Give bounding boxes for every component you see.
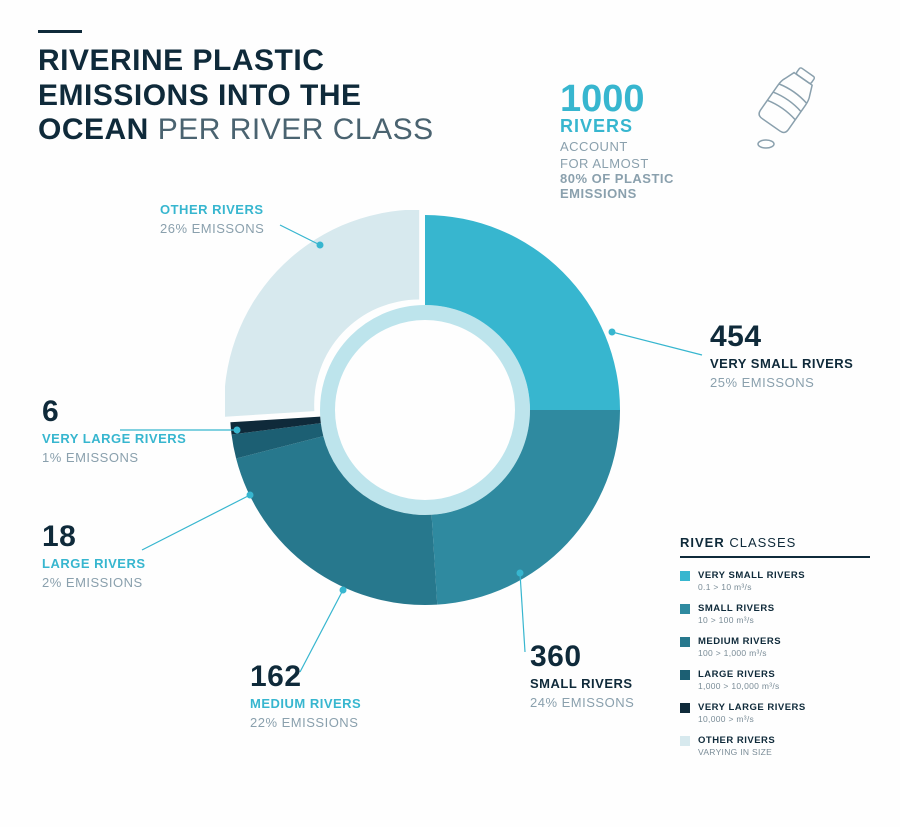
label-very_small: 454 VERY SMALL RIVERS 25% EMISSONS	[710, 320, 853, 390]
legend-title: RIVER CLASSES	[680, 535, 870, 558]
headline-stat: 1000 RIVERS ACCOUNT FOR ALMOST 80% OF PL…	[560, 80, 760, 201]
label-count: 18	[42, 520, 146, 554]
label-count: 6	[42, 395, 186, 429]
label-small: 360 SMALL RIVERS 24% EMISSONS	[530, 640, 634, 710]
label-class: LARGE RIVERS	[42, 556, 146, 571]
legend-row: OTHER RIVERSVARYING IN SIZE	[680, 735, 870, 757]
label-count: 360	[530, 640, 634, 674]
label-pct: 26% EMISSONS	[160, 221, 264, 236]
legend-row: SMALL RIVERS10 > 100 m³/s	[680, 603, 870, 625]
legend-swatch	[680, 637, 690, 647]
label-very_large: 6 VERY LARGE RIVERS 1% EMISSONS	[42, 395, 186, 465]
label-class: VERY SMALL RIVERS	[710, 356, 853, 371]
page-title: RIVERINE PLASTIC EMISSIONS INTO THE OCEA…	[38, 44, 458, 148]
title-light: PER RIVER CLASS	[158, 113, 434, 146]
legend-range: 1,000 > 10,000 m³/s	[698, 681, 780, 691]
leader-line	[612, 332, 702, 355]
headline-line1: ACCOUNT	[560, 139, 760, 154]
headline-label: RIVERS	[560, 116, 760, 137]
legend-name: MEDIUM RIVERS	[698, 636, 781, 647]
label-other: OTHER RIVERS 26% EMISSONS	[160, 200, 264, 236]
headline-line4: EMISSIONS	[560, 186, 760, 201]
label-class: SMALL RIVERS	[530, 676, 634, 691]
legend-name: VERY LARGE RIVERS	[698, 702, 806, 713]
label-count: 162	[250, 660, 361, 694]
legend-range: 10,000 > m³/s	[698, 714, 806, 724]
legend-swatch	[680, 703, 690, 713]
label-class: OTHER RIVERS	[160, 202, 264, 217]
label-pct: 24% EMISSONS	[530, 695, 634, 710]
donut-chart	[225, 210, 625, 610]
legend-name: VERY SMALL RIVERS	[698, 570, 805, 581]
legend: RIVER CLASSES VERY SMALL RIVERS0.1 > 10 …	[680, 535, 870, 768]
headline-line3: 80% OF PLASTIC	[560, 171, 760, 186]
legend-swatch	[680, 571, 690, 581]
label-medium: 162 MEDIUM RIVERS 22% EMISSIONS	[250, 660, 361, 730]
legend-range: VARYING IN SIZE	[698, 747, 775, 757]
legend-row: VERY LARGE RIVERS10,000 > m³/s	[680, 702, 870, 724]
headline-line2: FOR ALMOST	[560, 156, 760, 171]
label-class: MEDIUM RIVERS	[250, 696, 361, 711]
legend-name: OTHER RIVERS	[698, 735, 775, 746]
title-rule	[38, 30, 82, 33]
legend-name: LARGE RIVERS	[698, 669, 780, 680]
legend-range: 0.1 > 10 m³/s	[698, 582, 805, 592]
legend-row: MEDIUM RIVERS100 > 1,000 m³/s	[680, 636, 870, 658]
label-count: 454	[710, 320, 853, 354]
label-pct: 2% EMISSIONS	[42, 575, 146, 590]
bottle-icon	[740, 66, 860, 156]
legend-range: 10 > 100 m³/s	[698, 615, 775, 625]
label-large: 18 LARGE RIVERS 2% EMISSIONS	[42, 520, 146, 590]
label-class: VERY LARGE RIVERS	[42, 431, 186, 446]
label-pct: 25% EMISSONS	[710, 375, 853, 390]
legend-row: LARGE RIVERS1,000 > 10,000 m³/s	[680, 669, 870, 691]
legend-row: VERY SMALL RIVERS0.1 > 10 m³/s	[680, 570, 870, 592]
legend-swatch	[680, 670, 690, 680]
legend-range: 100 > 1,000 m³/s	[698, 648, 781, 658]
label-pct: 22% EMISSIONS	[250, 715, 361, 730]
headline-number: 1000	[560, 80, 760, 118]
legend-name: SMALL RIVERS	[698, 603, 775, 614]
legend-swatch	[680, 736, 690, 746]
label-pct: 1% EMISSONS	[42, 450, 186, 465]
legend-swatch	[680, 604, 690, 614]
